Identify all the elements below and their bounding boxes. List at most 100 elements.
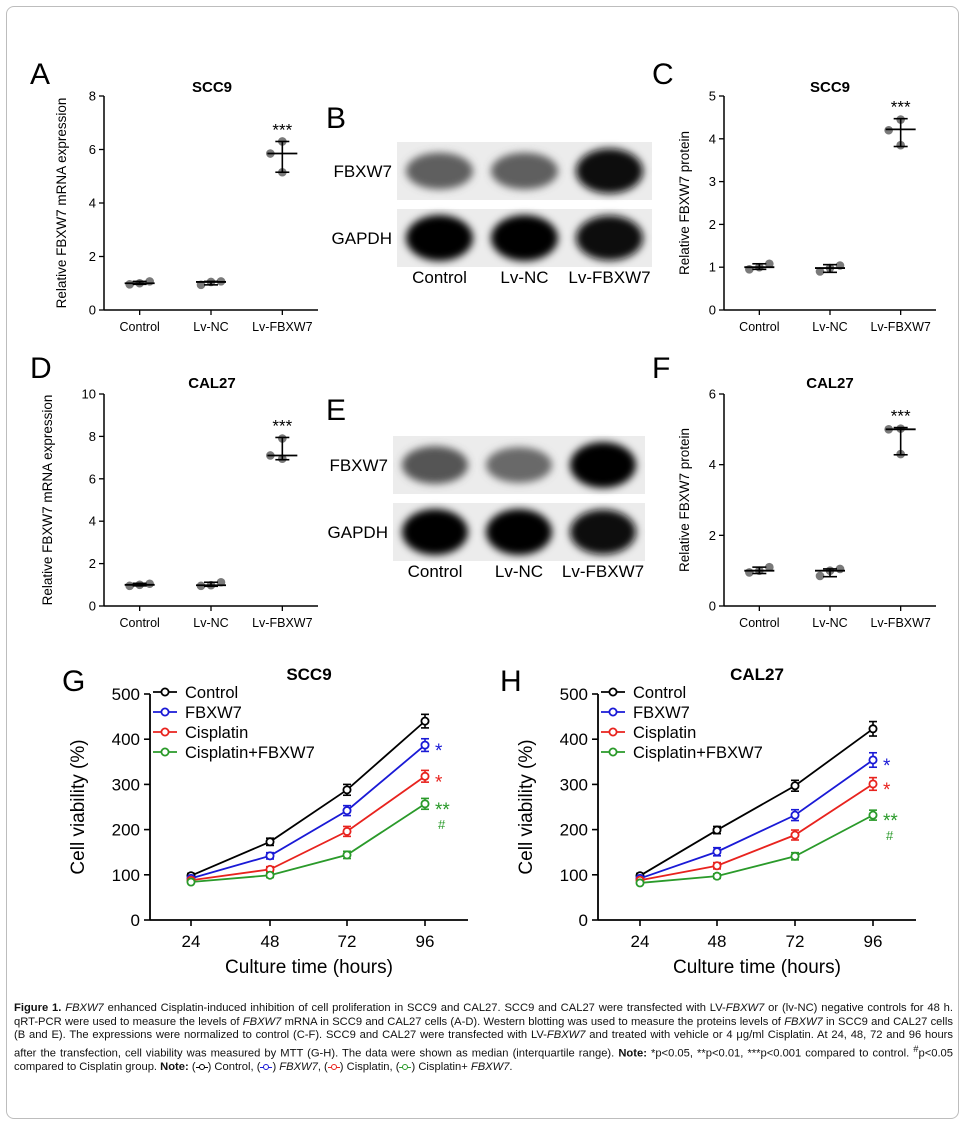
y-tick-label: 4 [709,457,716,472]
legend-label: Cisplatin [633,724,696,742]
significance-mark: ** [883,811,898,832]
data-point [420,771,430,781]
caption-text: and treated with vehicle or 4 μg/ml Cisp… [14,1029,953,1060]
caption-text: or (lv-NC) negative controls for 48 h. q… [14,1002,953,1028]
y-tick-label: 0 [709,599,716,614]
data-point [125,280,134,289]
chart-title: SCC9 [286,665,331,684]
x-tick-label: Control [739,616,779,630]
chart-title: CAL27 [806,375,854,392]
x-tick-label: 96 [864,932,883,951]
significance-mark: *** [272,416,292,435]
y-tick-label: 8 [89,89,96,104]
y-tick-label: 4 [89,514,96,529]
legend-label: FBXW7 [185,704,242,722]
data-point [765,562,774,572]
caption-gene: FBXW7 [546,1029,586,1042]
figure-caption: Figure 1. FBXW7 enhanced Cisplatin-induc… [14,1002,953,1074]
western-blot-e: FBXW7 GAPDH Control Lv-NC Lv-FBXW7 [328,436,645,581]
blot-lane-label: Control [408,562,463,581]
y-tick-label: 0 [709,303,716,318]
legend-label: Cisplatin+FBXW7 [633,744,763,762]
panel-letter-d: D [30,352,52,385]
data-point [420,716,430,726]
data-point [790,830,800,840]
caption-gene: FBXW7 [725,1002,765,1014]
blot-band [402,446,468,484]
blot-band [406,215,473,261]
panel-letter-g: G [62,665,85,698]
chart-c: SCC9 0 1 2 3 4 5 Relative FBXW7 protein Control L… [677,79,936,334]
caption-gene: FBXW7 [784,1015,823,1028]
legend-label: Control [185,684,238,702]
caption-text: . [509,1061,513,1074]
data-point [868,810,878,820]
blot-row-label: FBXW7 [329,456,388,475]
caption-key-text: FBXW7 [470,1061,510,1074]
data-point [265,870,275,880]
y-tick-label: 200 [112,821,140,840]
x-tick-label: Control [739,320,779,334]
legend-marker [160,727,170,737]
data-point [712,871,722,881]
data-point [420,740,430,750]
data-point [815,267,825,276]
significance-mark: * [883,780,891,801]
data-point [145,579,154,589]
legend-marker [608,687,618,697]
series-line [639,759,874,880]
data-point [790,851,800,861]
data-point [420,799,430,809]
caption-key-text: Cisplatin+ [418,1061,471,1074]
blot-lane-label: Lv-FBXW7 [568,268,650,287]
blot-lane-label: Control [412,268,467,287]
blot-band [486,447,552,483]
data-point [765,259,774,269]
series-line [190,803,426,883]
blot-lane-label: Lv-FBXW7 [562,562,644,581]
y-tick-label: 8 [89,429,96,444]
x-tick-label: Lv-NC [812,616,847,630]
legend-label: FBXW7 [633,704,690,722]
x-tick-label: Control [120,616,160,630]
legend-marker [160,707,170,717]
x-tick-label: 24 [182,932,201,951]
series-line [639,728,874,877]
data-point [790,781,800,791]
chart-d: CAL27 0 2 4 6 8 10 Relative FBXW7 mRNA expressi… [40,375,318,630]
legend-marker [608,727,618,737]
y-tick-label: 10 [82,387,96,402]
y-tick-label: 2 [89,556,96,571]
chart-h: CAL27 0 100 200 300 400 500 24 48 72 96 Culture tim… [516,665,916,978]
legend-marker [608,747,618,757]
y-tick-label: 6 [89,471,96,486]
series-line [639,783,874,882]
caption-note-label: Note: [618,1047,647,1060]
significance-mark: * [883,756,891,777]
y-tick-label: 0 [89,303,96,318]
blot-row-label: FBXW7 [333,162,392,181]
y-tick-label: 0 [579,911,588,930]
blot-band [491,215,558,261]
y-tick-label: 0 [89,599,96,614]
data-point [342,785,352,795]
y-tick-label: 400 [560,730,588,749]
data-point [635,878,645,888]
x-tick-label: 72 [338,932,357,951]
x-tick-label: Lv-FBXW7 [870,320,930,334]
x-tick-label: 24 [631,932,650,951]
chart-f: CAL27 0 2 4 6 Relative FBXW7 protein Control Lv… [677,375,936,630]
y-tick-label: 400 [112,730,140,749]
y-tick-label: 2 [709,528,716,543]
data-point [790,810,800,820]
significance-mark: # [886,828,894,843]
y-tick-label: 6 [89,142,96,157]
y-tick-label: 2 [89,249,96,264]
y-tick-label: 2 [709,217,716,232]
data-point [125,581,134,591]
chart-title: CAL27 [188,375,236,392]
y-axis-label: Relative FBXW7 protein [677,428,692,572]
data-point [342,850,352,860]
y-tick-label: 300 [560,775,588,794]
